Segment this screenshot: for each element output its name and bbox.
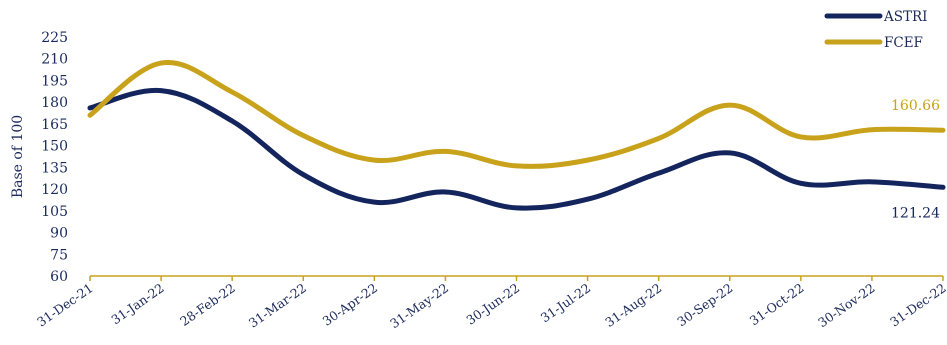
y-tick-label: 75 [50,247,68,263]
x-tick-label: 28-Feb-22 [177,280,238,329]
x-tick-label: 31-Jan-22 [108,280,166,327]
y-tick-label: 225 [41,30,68,46]
y-tick-label: 60 [50,269,68,285]
y-tick-label: 210 [41,52,68,68]
legend: ASTRI FCEF [824,9,928,51]
y-tick-label: 180 [41,95,68,111]
x-tick-labels: 31-Dec-21 31-Jan-22 28-Feb-22 31-Mar-22 30-A… [34,276,947,331]
x-tick-label: 30-Sep-22 [674,280,735,329]
x-tick-label: 31-Dec-22 [887,280,947,329]
y-axis-title: Base of 100 [10,115,26,198]
y-tick-labels: 60 75 90 105 120 135 150 165 180 195 210 225 [41,30,68,285]
x-tick-label: 30-Nov-22 [815,280,878,330]
legend-label-fcef: FCEF [884,35,923,51]
x-tick-label: 30-Jun-22 [463,280,522,327]
y-tick-label: 120 [41,182,68,198]
x-tick-label: 31-Mar-22 [246,280,309,330]
end-label-fcef: 160.66 [891,98,940,114]
series-line-astri [87,87,946,211]
y-tick-label: 135 [41,160,68,176]
legend-label-astri: ASTRI [883,9,928,25]
x-tick-label: 31-Jul-22 [538,280,594,325]
x-tick-label: 31-Aug-22 [602,280,664,330]
y-tick-label: 165 [41,117,68,133]
series-line-fcef [87,60,946,169]
y-tick-label: 150 [41,139,68,155]
series-lines [87,60,946,211]
y-tick-label: 195 [41,73,68,89]
y-tick-label: 105 [41,204,68,220]
x-tick-label: 30-Apr-22 [320,280,380,329]
x-tick-label: 31-Dec-21 [34,280,96,329]
x-tick-label: 31-May-22 [387,280,451,331]
y-tick-label: 90 [50,226,68,242]
end-label-astri: 121.24 [891,205,940,221]
end-labels: 121.24 160.66 [891,98,940,221]
x-tick-label: 31-Oct-22 [747,280,807,328]
